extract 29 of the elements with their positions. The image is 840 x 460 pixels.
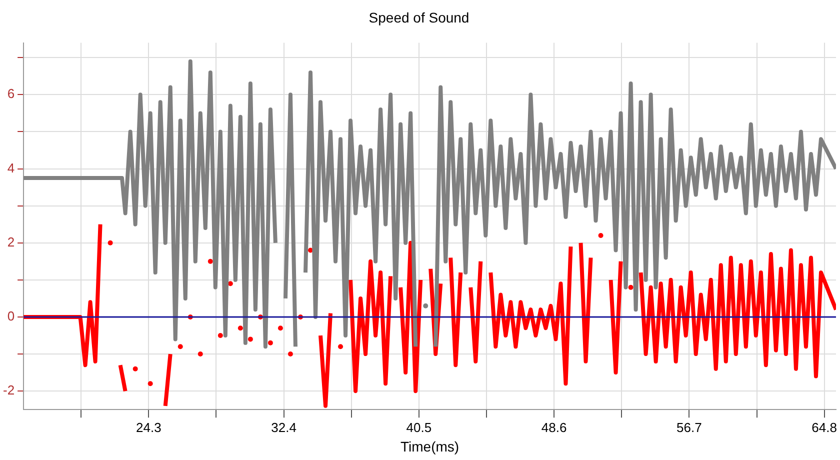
x-tick-label: 48.6 <box>541 420 567 435</box>
x-tick-label: 40.5 <box>406 420 432 435</box>
point <box>208 258 213 264</box>
point <box>268 340 273 346</box>
point <box>278 326 283 331</box>
point <box>238 326 243 331</box>
point <box>218 333 223 338</box>
point <box>108 240 113 246</box>
point <box>248 336 253 342</box>
x-tick-label: 24.3 <box>136 420 162 435</box>
y-tick-label: 0 <box>7 308 15 324</box>
point <box>338 344 344 350</box>
point <box>198 352 203 357</box>
y-tick-label: -2 <box>2 382 15 398</box>
y-tick-label: 2 <box>7 234 15 250</box>
point <box>132 366 138 372</box>
point <box>288 352 293 357</box>
y-tick-label: 4 <box>7 160 15 176</box>
point <box>628 284 634 290</box>
x-tick-label: 56.7 <box>676 420 702 435</box>
x-tick-label: 64.8 <box>812 420 837 435</box>
y-tick-label: 6 <box>7 86 15 102</box>
point <box>598 232 604 238</box>
x-tick-label: 32.4 <box>271 420 296 435</box>
chart-title: Speed of Sound <box>368 9 470 26</box>
point <box>423 303 428 308</box>
point <box>178 344 183 350</box>
point <box>148 381 153 386</box>
x-axis-title: Time(ms) <box>400 438 460 454</box>
